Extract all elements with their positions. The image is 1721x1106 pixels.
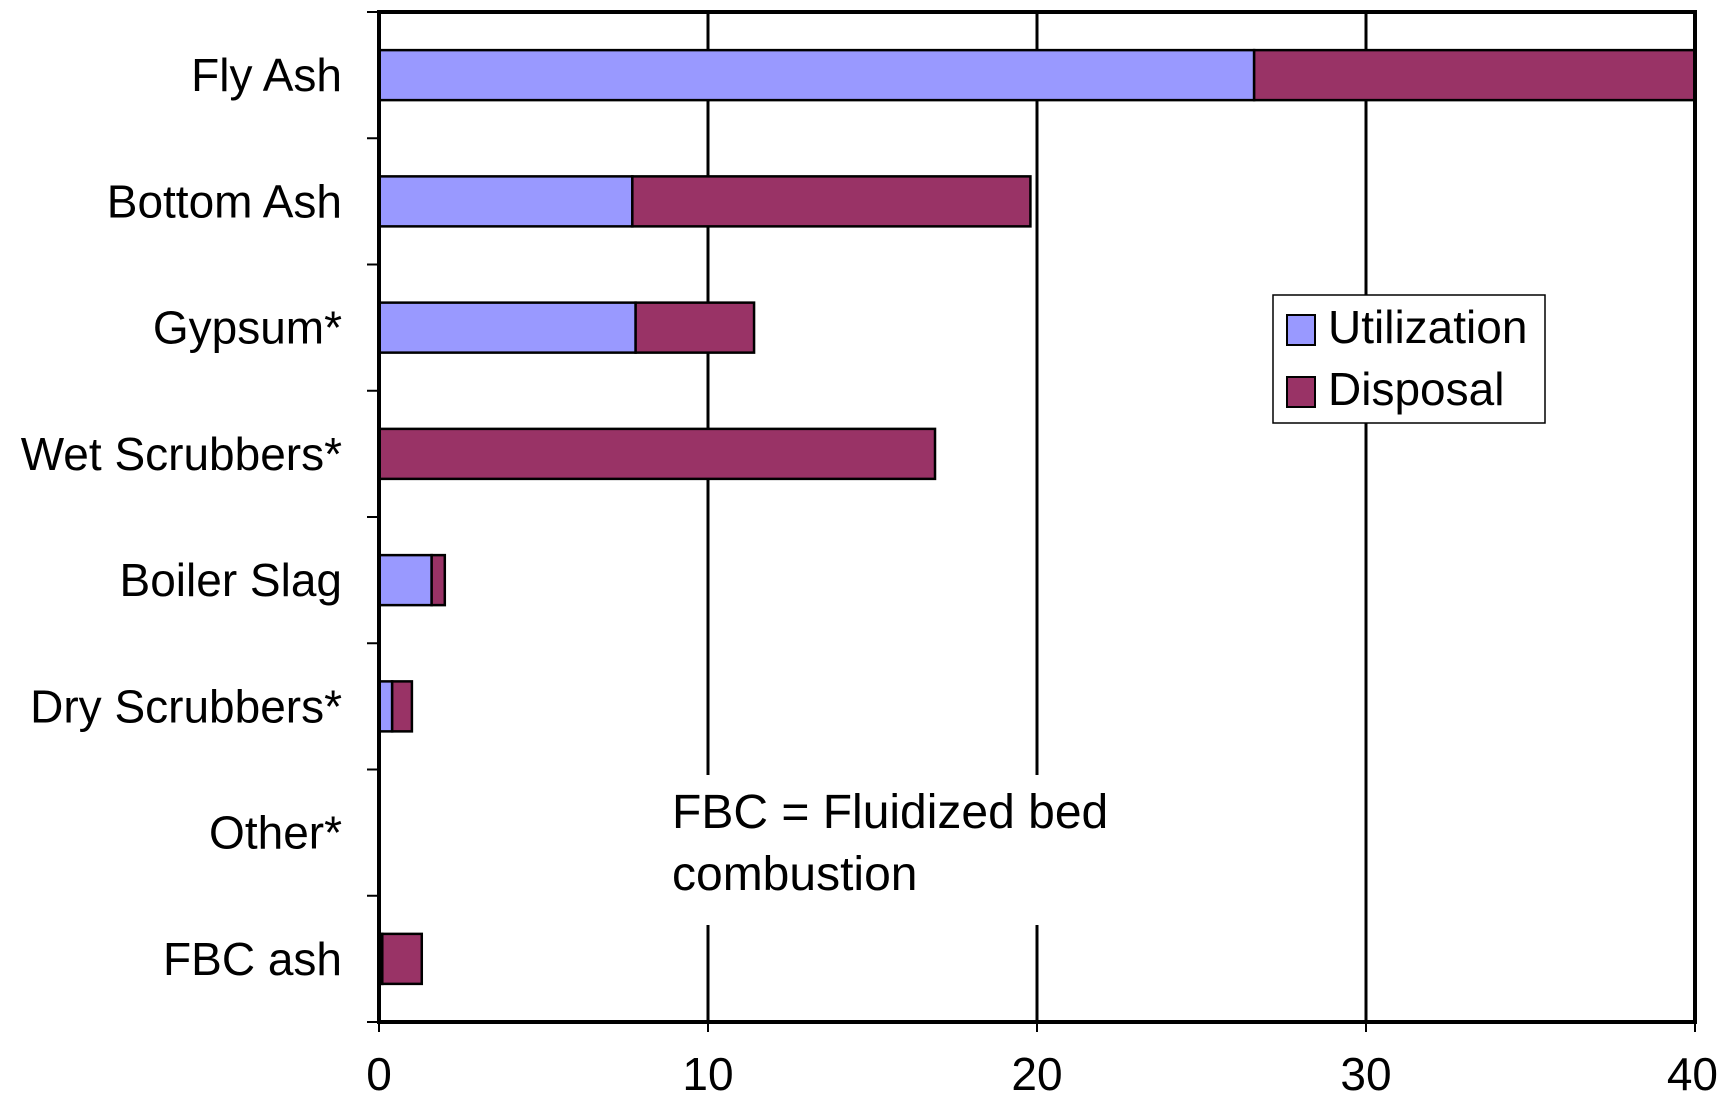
bar-segment [377, 48, 1256, 102]
category-label: Gypsum* [153, 302, 342, 354]
bars [377, 48, 1697, 986]
x-tick-label: 0 [366, 1048, 392, 1100]
legend: Utilization Disposal [1272, 294, 1546, 424]
legend-label: Utilization [1328, 301, 1527, 353]
annotation-note: FBC = Fluidized bed combustion [672, 786, 1108, 901]
x-tick-label: 10 [682, 1048, 733, 1100]
x-tick-label: 30 [1340, 1048, 1391, 1100]
annotation-line-2: combustion [672, 848, 917, 901]
bar-segment [634, 301, 756, 354]
annotation-background [668, 775, 1188, 925]
category-label: Bottom Ash [107, 175, 342, 227]
bar-segment [377, 427, 937, 481]
x-tick-label: 40 [1667, 1048, 1718, 1100]
annotation-line-1: FBC = Fluidized bed [672, 786, 1108, 839]
legend-label: Disposal [1328, 363, 1504, 415]
x-tick-label: 20 [1011, 1048, 1062, 1100]
category-label: Dry Scrubbers* [30, 680, 342, 732]
category-label: Fly Ash [191, 49, 342, 101]
bar-segment [381, 932, 424, 986]
bar-segment [631, 175, 1032, 228]
category-label: FBC ash [163, 933, 342, 985]
bar-segment [390, 680, 414, 733]
bar-segment [377, 175, 634, 228]
legend-swatch [1286, 376, 1316, 408]
legend-box [1272, 294, 1546, 424]
legend-swatch [1286, 314, 1316, 346]
category-label: Boiler Slag [120, 554, 342, 606]
bar-segment [430, 553, 447, 607]
category-label: Wet Scrubbers* [21, 428, 342, 480]
category-labels: Fly Ash Bottom Ash Gypsum* Wet Scrubbers* Bo… [21, 49, 342, 985]
bar-segment [1252, 48, 1697, 102]
axes [367, 11, 1696, 1032]
bar-segment [377, 553, 433, 607]
bar-segment [377, 301, 637, 354]
category-label: Other* [209, 807, 342, 859]
x-tick-labels: 0 10 20 30 40 [366, 1048, 1718, 1100]
